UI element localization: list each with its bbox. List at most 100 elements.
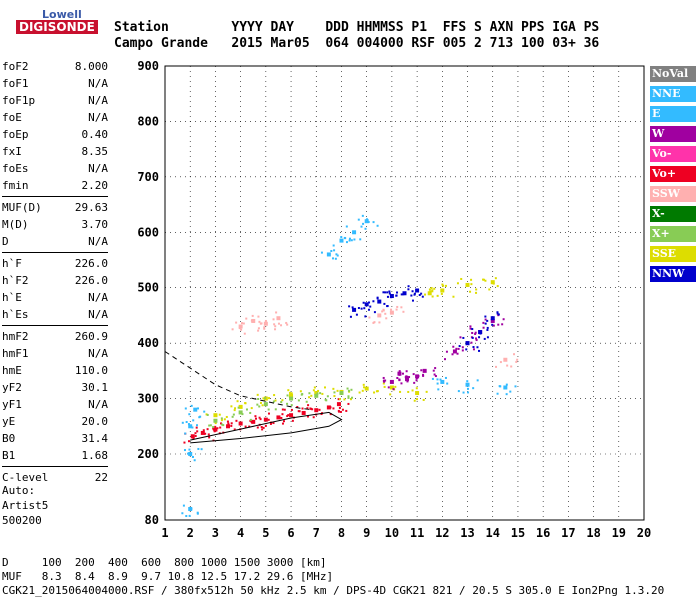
echo-dot xyxy=(281,413,284,416)
echo-dot xyxy=(496,392,499,395)
echo-dot xyxy=(383,379,386,382)
param-row: foEs N/A xyxy=(2,160,108,177)
echo-dot xyxy=(220,419,223,422)
echo-dot xyxy=(218,413,221,416)
data-point xyxy=(314,408,319,413)
echo-dot xyxy=(469,327,472,330)
y-tick-label: 200 xyxy=(137,447,159,461)
param-row: D N/A xyxy=(2,233,108,250)
echo-dot xyxy=(193,459,196,462)
x-tick-label: 19 xyxy=(612,526,626,540)
echo-dot xyxy=(406,376,409,379)
data-point xyxy=(389,294,394,299)
echo-dot xyxy=(482,326,485,329)
echo-dot xyxy=(451,353,454,356)
echo-dot xyxy=(238,327,241,330)
echo-dot xyxy=(269,422,272,425)
echo-dot xyxy=(462,336,465,339)
echo-dot xyxy=(429,290,432,293)
data-point xyxy=(478,330,483,335)
x-tick-label: 16 xyxy=(536,526,550,540)
echo-dot xyxy=(361,214,364,217)
echo-dot xyxy=(460,277,463,280)
data-point xyxy=(427,291,432,296)
data-point xyxy=(339,238,344,243)
echo-dot xyxy=(195,426,198,429)
echo-dot xyxy=(364,315,367,318)
data-point xyxy=(415,391,420,396)
echo-dot xyxy=(400,293,403,296)
chart-grid xyxy=(165,66,644,520)
echo-dot xyxy=(233,409,236,412)
data-point xyxy=(226,424,231,429)
echo-dot xyxy=(347,395,350,398)
echo-dot xyxy=(516,358,519,361)
param-row: h`F2 226.0 xyxy=(2,272,108,289)
footer: D 100 200 400 600 800 1000 1500 3000 [km… xyxy=(2,556,664,598)
echo-dot xyxy=(196,430,199,433)
echo-dot xyxy=(360,307,363,310)
data-point xyxy=(465,341,470,346)
x-tick-label: 3 xyxy=(212,526,219,540)
echo-dot xyxy=(249,411,252,414)
data-point xyxy=(389,379,394,384)
echo-dot xyxy=(257,327,260,330)
param-separator xyxy=(2,196,108,197)
echo-dot xyxy=(338,406,341,409)
x-tick-label: 13 xyxy=(460,526,474,540)
echo-dot xyxy=(396,291,399,294)
echo-dot xyxy=(203,410,206,413)
echo-dot xyxy=(230,405,233,408)
x-tick-label: 9 xyxy=(363,526,370,540)
echo-dot xyxy=(506,364,509,367)
echo-dot xyxy=(321,392,324,395)
x-tick-label: 2 xyxy=(187,526,194,540)
echo-dot xyxy=(372,321,375,324)
echo-dot xyxy=(188,413,191,416)
x-tick-label: 1 xyxy=(161,526,168,540)
y-tick-label: 800 xyxy=(137,114,159,128)
echo-dot xyxy=(433,287,436,290)
parameter-panel: foF2 8.000 foF1 N/A foF1p N/A foE N/A foEp 0.40 fx… xyxy=(2,58,108,486)
logo-line1: Lowell xyxy=(42,8,82,21)
echo-dot xyxy=(496,312,499,315)
legend-entry: Vo+ xyxy=(650,166,696,182)
echo-dot xyxy=(334,257,337,260)
echo-dot xyxy=(386,295,389,298)
echo-dot xyxy=(196,511,199,514)
param-name: fmin xyxy=(2,179,29,192)
echo-dot xyxy=(479,332,482,335)
echo-dot xyxy=(513,353,516,356)
param-row: MUF(D) 29.63 xyxy=(2,199,108,216)
echo-dot xyxy=(462,391,465,394)
echo-dot xyxy=(220,417,223,420)
echo-dot xyxy=(431,290,434,293)
echo-dot xyxy=(498,385,501,388)
echo-dot xyxy=(425,390,428,393)
echo-dot xyxy=(372,300,375,303)
data-point xyxy=(352,307,357,312)
echo-dot xyxy=(431,377,434,380)
legend-entry: SSE xyxy=(650,246,696,262)
param-name: foF1 xyxy=(2,77,29,90)
echo-dot xyxy=(340,236,343,239)
x-tick-label: 12 xyxy=(435,526,449,540)
echo-dot xyxy=(318,408,321,411)
echo-dot xyxy=(187,440,190,443)
echo-dot xyxy=(484,279,487,282)
data-point xyxy=(200,430,205,435)
x-tick-label: 18 xyxy=(586,526,600,540)
echo-dot xyxy=(436,378,439,381)
echo-dot xyxy=(431,289,434,292)
echo-dot xyxy=(296,405,299,408)
echo-dot xyxy=(461,346,464,349)
echo-dot xyxy=(364,227,367,230)
echo-dot xyxy=(442,284,445,287)
echo-dot xyxy=(226,420,229,423)
x-tick-label: 7 xyxy=(313,526,320,540)
echo-dot xyxy=(275,311,278,314)
echo-dot xyxy=(382,291,385,294)
echo-dot xyxy=(326,395,329,398)
echo-dot xyxy=(332,244,335,247)
